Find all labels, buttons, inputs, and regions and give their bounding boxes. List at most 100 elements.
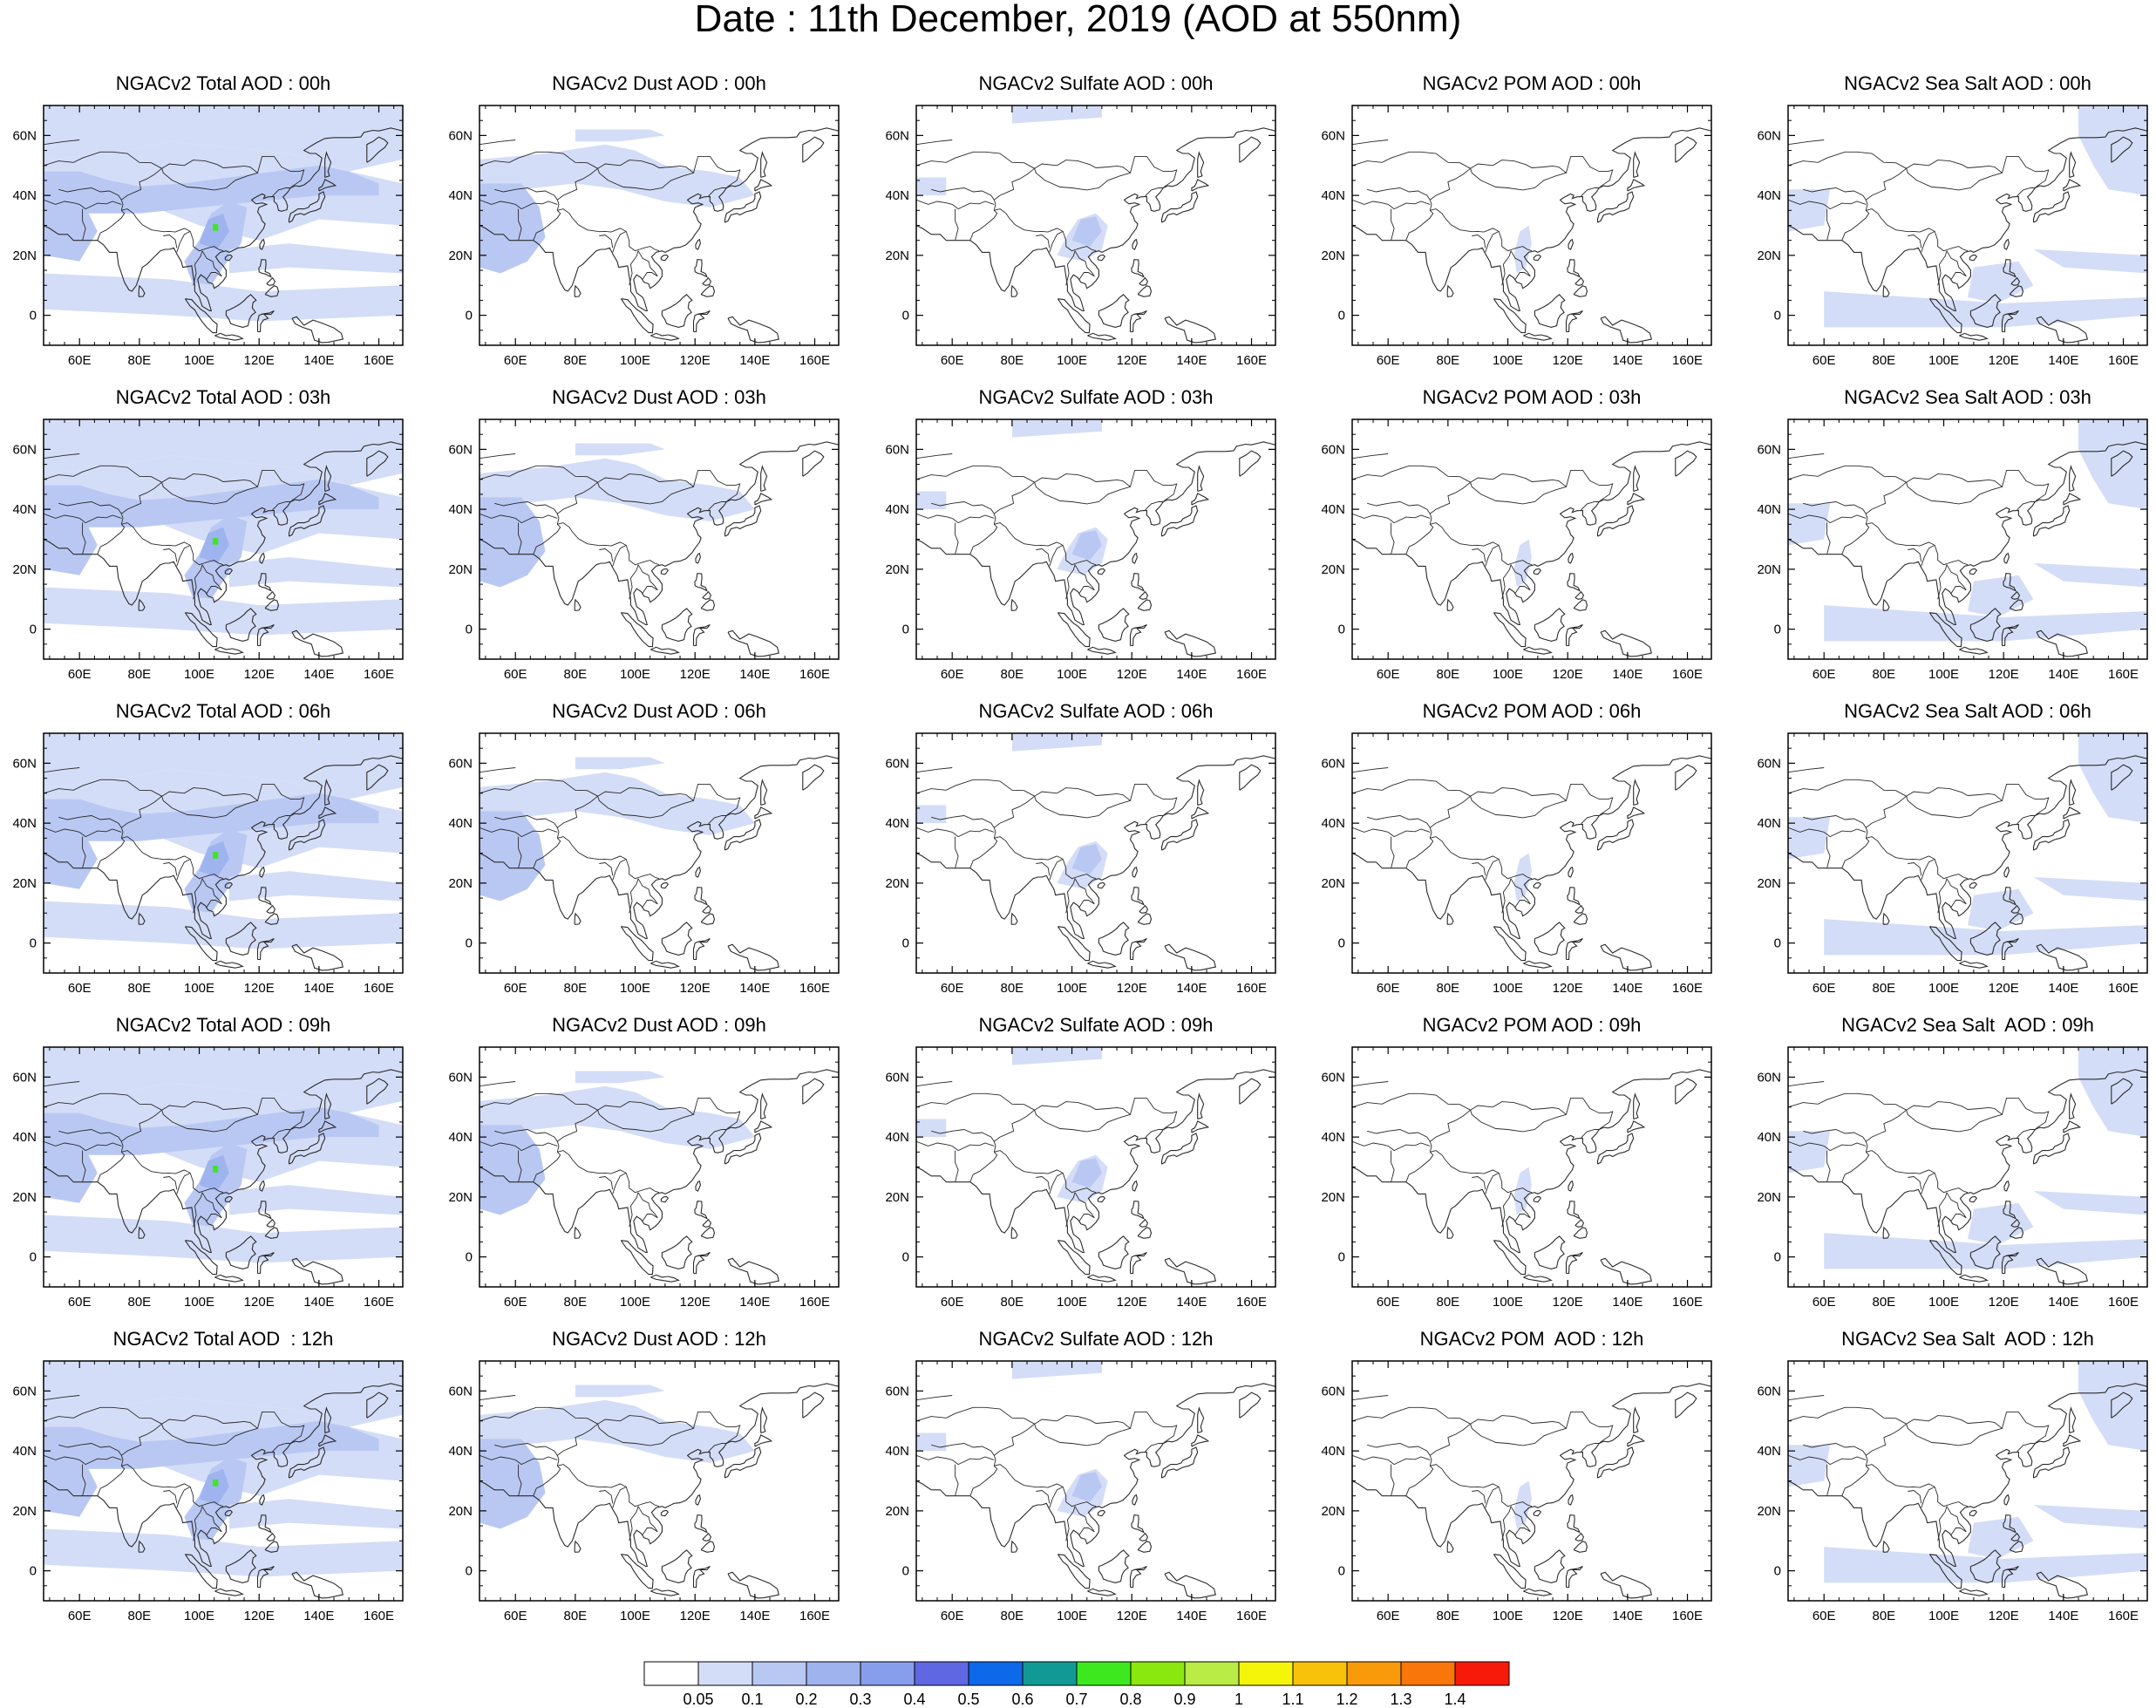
lat-tick-label: 0 — [1338, 936, 1345, 951]
coastline — [1010, 1540, 1018, 1553]
coastline — [1928, 1240, 1962, 1276]
lon-tick-label: 160E — [364, 353, 394, 368]
coastline — [2010, 1532, 2021, 1541]
coastline — [324, 779, 332, 806]
lat-tick-label: 60N — [1321, 1070, 1345, 1085]
coastline — [2003, 259, 2017, 278]
country-border — [642, 1214, 658, 1221]
country-border — [993, 795, 1035, 839]
country-border — [1470, 1101, 1568, 1133]
coastline — [1129, 310, 1147, 333]
coastline — [1160, 505, 1199, 537]
country-border — [1788, 513, 1825, 519]
coastline — [479, 1069, 839, 1254]
lat-tick-label: 60N — [885, 1070, 909, 1085]
coastline — [650, 1274, 680, 1283]
lat-tick-label: 0 — [1338, 309, 1345, 323]
country-border — [1430, 1464, 1533, 1507]
country-border — [1145, 187, 1164, 197]
lat-tick-label: 20N — [448, 562, 473, 577]
country-border — [1485, 544, 1500, 567]
country-border — [597, 160, 695, 191]
coastline — [1882, 1540, 1890, 1553]
colorbar-label: 0.9 — [1173, 1691, 1196, 1708]
coastline — [1129, 1252, 1147, 1275]
coastline — [225, 922, 257, 956]
lon-tick-label: 60E — [68, 667, 92, 682]
country-border — [193, 250, 203, 286]
country-border — [193, 564, 203, 600]
country-border — [1788, 1454, 1825, 1460]
coastline — [1197, 1092, 1205, 1120]
country-border — [97, 837, 126, 868]
lat-tick-label: 0 — [1338, 1564, 1345, 1579]
country-border — [599, 862, 614, 876]
panel-title: NGACv2 Dust AOD : 12h — [552, 1328, 766, 1350]
country-border — [121, 836, 224, 880]
coastline — [264, 599, 280, 611]
country-border — [479, 513, 516, 519]
coastline — [574, 912, 582, 925]
coastline — [1137, 913, 1153, 925]
coastline — [214, 960, 244, 969]
coastline — [1574, 276, 1585, 286]
country-border — [1826, 522, 1831, 555]
coastline — [138, 1226, 146, 1239]
country-border — [479, 1395, 516, 1401]
lat-tick-label: 40N — [885, 1444, 909, 1459]
dust-field-north — [479, 1085, 755, 1149]
lat-tick-label: 60N — [12, 128, 37, 143]
country-border — [629, 878, 639, 914]
country-border — [637, 250, 658, 277]
lon-tick-label: 80E — [564, 353, 588, 368]
country-border — [201, 1192, 222, 1219]
lon-tick-label: 140E — [1176, 353, 1207, 368]
coastline — [1969, 608, 2002, 642]
panel-title: NGACv2 Sea Salt AOD : 09h — [1841, 1014, 2094, 1036]
coastline — [692, 624, 711, 647]
coastline — [661, 608, 693, 642]
dust-field-siberia — [575, 1071, 665, 1084]
lon-tick-label: 80E — [1437, 1295, 1460, 1310]
aod-field-north — [44, 1047, 403, 1113]
coastline — [1132, 1180, 1138, 1192]
country-border — [1501, 1192, 1512, 1228]
lon-tick-label: 80E — [1873, 981, 1896, 996]
country-border — [1908, 1490, 1922, 1504]
country-border — [1352, 827, 1389, 833]
country-border — [993, 167, 1035, 211]
country-border — [2017, 501, 2036, 511]
seasalt-field-scs — [1968, 1516, 2034, 1559]
pom-field-indochina — [1513, 1167, 1532, 1215]
sulfate-field-arctic — [1011, 1047, 1102, 1065]
country-border — [994, 836, 1097, 880]
coastline — [1633, 779, 1641, 806]
coastline — [702, 276, 712, 286]
coastline — [695, 552, 701, 564]
lat-tick-label: 0 — [1774, 1250, 1781, 1265]
country-border — [97, 523, 126, 555]
panel-title: NGACv2 Sulfate AOD : 06h — [978, 700, 1214, 722]
coastline — [2069, 465, 2077, 493]
coastline — [724, 819, 762, 851]
coastline — [727, 316, 779, 344]
coastline — [1573, 913, 1588, 925]
colorbar-swatch — [1238, 1661, 1294, 1686]
coastline — [2003, 1180, 2010, 1192]
coastline — [259, 866, 265, 878]
country-border — [637, 1506, 658, 1533]
country-border — [479, 1140, 516, 1147]
country-border — [557, 1464, 660, 1507]
country-border — [78, 201, 122, 210]
lon-tick-label: 140E — [739, 353, 770, 368]
sulfate-field-west — [916, 1119, 947, 1138]
coastline — [1534, 608, 1566, 642]
aod-peak — [213, 1480, 219, 1487]
coastline — [1969, 294, 2002, 328]
country-border — [1472, 235, 1486, 248]
dust-field-north — [479, 1399, 755, 1463]
country-border — [1865, 1109, 1907, 1153]
country-border — [163, 1490, 178, 1504]
coastline — [1239, 136, 1262, 163]
coastline — [1131, 1514, 1146, 1534]
